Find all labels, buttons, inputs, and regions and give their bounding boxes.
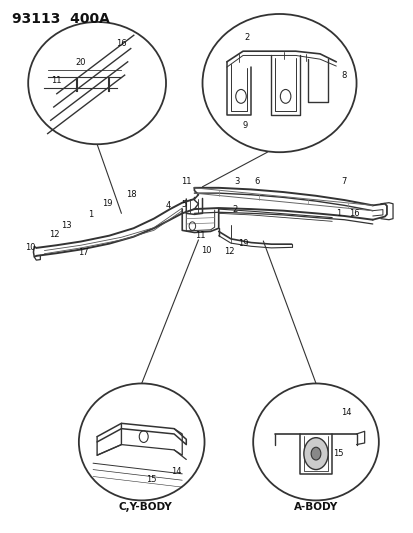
Text: 17: 17 <box>77 248 88 257</box>
Ellipse shape <box>28 22 166 144</box>
Text: 19: 19 <box>102 199 112 208</box>
Text: 10: 10 <box>25 244 36 253</box>
Circle shape <box>303 438 328 470</box>
Text: 10: 10 <box>201 246 211 255</box>
Text: 9: 9 <box>242 121 247 130</box>
Text: 93113  400A: 93113 400A <box>12 12 109 26</box>
Text: 20: 20 <box>76 59 86 67</box>
Text: 18: 18 <box>126 190 137 199</box>
Text: 8: 8 <box>341 70 346 79</box>
Text: 19: 19 <box>237 239 248 248</box>
Text: 14: 14 <box>340 408 351 417</box>
Text: A-BODY: A-BODY <box>293 502 337 512</box>
Text: 2: 2 <box>232 205 237 214</box>
Text: 13: 13 <box>61 221 72 230</box>
Text: 6: 6 <box>254 177 259 186</box>
Text: 4: 4 <box>165 201 170 210</box>
Circle shape <box>311 447 320 460</box>
Text: 11: 11 <box>180 177 191 186</box>
Text: 2: 2 <box>244 34 249 43</box>
Text: 11: 11 <box>51 76 62 85</box>
Text: 12: 12 <box>223 247 233 256</box>
Text: 1: 1 <box>335 209 340 218</box>
Text: 14: 14 <box>171 467 181 475</box>
Text: 1: 1 <box>88 210 93 219</box>
Text: 5: 5 <box>181 200 186 209</box>
Text: 16: 16 <box>349 209 359 218</box>
Text: C,Y-BODY: C,Y-BODY <box>119 502 172 512</box>
Text: 7: 7 <box>341 177 346 186</box>
Ellipse shape <box>202 14 356 152</box>
Text: 16: 16 <box>116 39 126 48</box>
Text: 11: 11 <box>195 231 205 240</box>
Ellipse shape <box>253 383 378 500</box>
Text: 3: 3 <box>234 177 239 186</box>
Text: 15: 15 <box>332 449 343 458</box>
Text: 12: 12 <box>49 230 59 239</box>
Ellipse shape <box>78 383 204 500</box>
Text: 15: 15 <box>146 475 157 483</box>
